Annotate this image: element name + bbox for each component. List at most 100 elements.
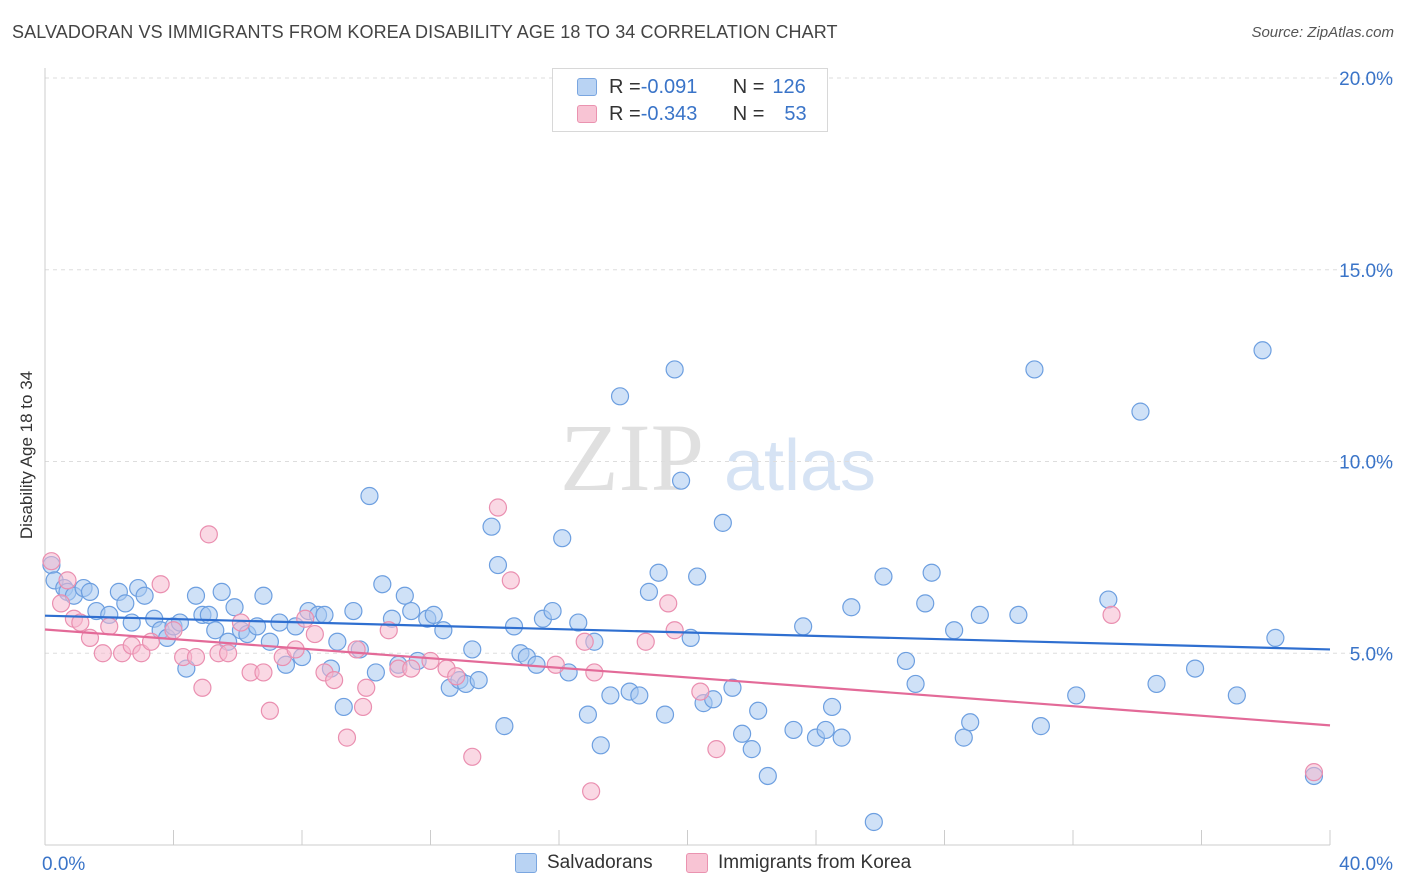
bottom-legend: Salvadorans Immigrants from Korea (0, 852, 1406, 876)
salvadorans-point (758, 766, 777, 786)
salvadorans-point (225, 598, 244, 617)
korea-point (337, 728, 357, 747)
watermark-zip: ZIP (560, 404, 704, 511)
n-label: N = (732, 102, 765, 125)
korea-point (659, 594, 678, 613)
grid (45, 77, 1395, 654)
salvadorans-point (671, 471, 691, 490)
salvadorans-point (896, 651, 916, 671)
salvadorans-point (553, 529, 572, 548)
korea-point (463, 747, 482, 766)
korea-point (357, 678, 376, 697)
chart-title: SALVADORAN VS IMMIGRANTS FROM KOREA DISA… (12, 22, 838, 42)
salvadorans-point (344, 601, 363, 621)
korea-point (219, 644, 238, 663)
korea-point (501, 571, 520, 590)
korea-swatch (577, 105, 597, 123)
salvadorans-point (122, 613, 141, 632)
salvadorans-point (649, 563, 668, 582)
salvadorans-point (1227, 686, 1246, 705)
salvadorans-point (578, 705, 598, 724)
salvadorans-point (822, 697, 842, 717)
salvadorans-point (842, 598, 861, 617)
korea-point (164, 621, 183, 640)
salvadorans-point (469, 670, 488, 690)
salvadorans-point (1067, 686, 1086, 705)
korea-point (353, 697, 373, 717)
salvadorans-point (922, 563, 941, 582)
salvadorans-point (713, 513, 732, 532)
salvadorans-point (742, 740, 761, 759)
salvadorans-point (206, 621, 225, 640)
korea-point (636, 632, 655, 651)
salvadorans-point (543, 601, 562, 621)
r-value: -0.091 (640, 75, 698, 98)
korea-point (585, 663, 604, 682)
salvadorans-point (591, 736, 610, 755)
n-label: N = (732, 75, 765, 98)
x-tick-label-min: 0.0% (42, 854, 85, 875)
salvadorans-point (733, 724, 752, 743)
salvadorans-point (1009, 605, 1028, 625)
salvadorans-point (424, 605, 443, 625)
salvadorans-swatch (577, 78, 597, 96)
korea-point (582, 782, 601, 801)
korea-point (93, 644, 112, 663)
korea-point (665, 621, 684, 640)
salvadorans-point (970, 605, 989, 625)
korea-legend-swatch (686, 853, 708, 873)
salvadorans-point (402, 601, 421, 621)
legend-item-korea[interactable]: Immigrants from Korea (686, 852, 911, 874)
salvadorans-point (1131, 402, 1150, 421)
salvadorans-point (1185, 659, 1205, 678)
salvadorans-point (1266, 628, 1285, 648)
r-label: R = (609, 75, 641, 98)
legend-label-salvadorans: Salvadorans (547, 852, 653, 873)
salvadorans-point (1253, 341, 1272, 360)
korea-point (260, 701, 279, 720)
y-tick-label: 15.0% (1339, 261, 1393, 282)
salvadorans-point (254, 586, 273, 605)
salvadorans-point (961, 713, 980, 732)
salvadorans-point (315, 605, 334, 625)
salvadorans-point (864, 812, 883, 832)
salvadorans-point (366, 663, 385, 682)
legend-item-salvadorans[interactable]: Salvadorans (515, 852, 653, 874)
korea-point (488, 498, 508, 517)
korea-point (254, 663, 273, 682)
y-axis-label: Disability Age 18 to 34 (17, 370, 36, 540)
korea-point (707, 740, 726, 759)
salvadorans-point (482, 517, 501, 536)
tick-labels: 5.0% 10.0% 15.0% 20.0% 0.0% 40.0% (42, 69, 1393, 875)
salvadorans-point (784, 720, 803, 740)
salvadorans-point (80, 582, 100, 601)
salvadorans-point (1147, 674, 1166, 694)
stats-row-salvadorans: R = -0.091 N = 126 (577, 75, 806, 99)
salvadorans-point (816, 720, 835, 740)
salvadorans-point (495, 717, 514, 736)
salvadorans-point (504, 617, 524, 636)
salvadorans-point (395, 586, 414, 605)
korea-point (58, 571, 77, 590)
salvadorans-point (749, 701, 768, 720)
salvadorans-point (1031, 717, 1050, 736)
salvadorans-point (373, 575, 392, 594)
korea-point (1304, 763, 1324, 782)
salvadorans-point (874, 567, 893, 586)
salvadorans-point (334, 697, 353, 717)
salvadorans-point (655, 705, 675, 724)
trend-lines (44, 614, 1331, 727)
salvadorans-point (610, 387, 630, 406)
salvadorans-point (954, 728, 973, 747)
korea-point (42, 552, 61, 571)
salvadorans-point (569, 613, 588, 632)
korea-point (231, 613, 251, 632)
korea-point (691, 682, 710, 701)
watermark-atlas: atlas (724, 426, 876, 506)
korea-point (193, 678, 212, 697)
korea-point (141, 632, 161, 651)
n-value: 53 (784, 102, 807, 125)
salvadorans-point (601, 686, 620, 705)
x-tick-label-max: 40.0% (1339, 854, 1393, 875)
